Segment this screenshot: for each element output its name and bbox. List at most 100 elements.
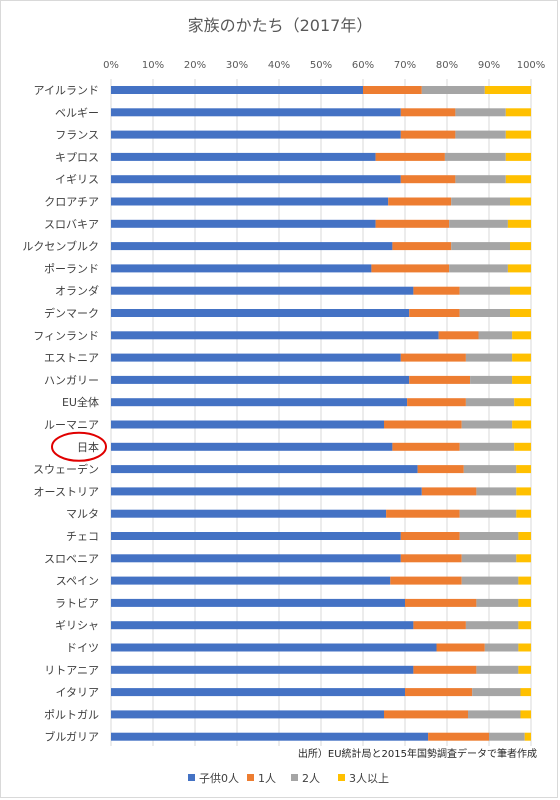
bar-segment xyxy=(111,598,405,607)
bar-segment xyxy=(514,442,531,451)
bar-segment xyxy=(518,665,531,674)
bar-segment xyxy=(417,465,464,474)
bar-segment xyxy=(413,286,460,295)
x-tick-label: 50% xyxy=(310,60,332,71)
bar-segment xyxy=(405,598,477,607)
bar-segment xyxy=(465,621,519,630)
bar-segment xyxy=(518,532,531,540)
bar-segment xyxy=(111,219,376,228)
category-label: ルクセンブルク xyxy=(22,239,99,253)
category-label: オランダ xyxy=(55,284,99,298)
grid-lines xyxy=(110,79,532,746)
bar-segment xyxy=(436,643,485,652)
bar-segment xyxy=(518,643,531,652)
bar-segment xyxy=(463,465,517,474)
bar-segment xyxy=(459,509,517,518)
bar-segment xyxy=(505,130,531,139)
x-tick-label: 90% xyxy=(478,60,500,71)
bar-segment xyxy=(400,353,466,362)
bar-segment xyxy=(518,576,531,585)
bar-segment xyxy=(111,197,389,206)
bar-segment xyxy=(451,197,510,206)
bar-segment xyxy=(476,665,519,674)
category-label: EU全体 xyxy=(62,395,99,409)
x-tick-label: 80% xyxy=(436,60,458,71)
bar-segment xyxy=(111,152,376,161)
bar-segment xyxy=(111,375,410,384)
bar-segment xyxy=(518,598,531,607)
category-label: 日本 xyxy=(77,440,99,454)
bar-segment xyxy=(516,509,531,518)
source-note: 出所）EU統計局と2015年国勢調査データで筆者作成 xyxy=(298,747,537,760)
bar-segment xyxy=(111,242,393,251)
bar-segment xyxy=(516,465,531,474)
bar-segment xyxy=(400,108,456,117)
bar-segment xyxy=(111,86,363,94)
bar-segment xyxy=(524,732,531,741)
legend-label: 1人 xyxy=(258,772,276,785)
bar-segment xyxy=(520,710,531,719)
category-label: ドイツ xyxy=(66,642,99,655)
category-label: スロベニア xyxy=(44,552,99,565)
bar-segment xyxy=(510,197,531,206)
bar-segment xyxy=(400,175,456,184)
category-label: マルタ xyxy=(66,508,99,521)
category-labels: アイルランドベルギーフランスキプロスイギリスクロアチアスロバキアルクセンブルクポ… xyxy=(22,84,99,744)
bar-segment xyxy=(455,130,506,139)
bar-segment xyxy=(505,108,531,117)
bar-segment xyxy=(111,465,418,474)
bar-segment xyxy=(444,152,506,161)
bar-segment xyxy=(459,532,519,540)
bar-segment xyxy=(388,197,452,206)
category-label: チェコ xyxy=(66,530,99,543)
bar-segment xyxy=(390,576,462,585)
category-label: ハンガリー xyxy=(44,374,99,387)
category-label: クロアチア xyxy=(44,196,99,209)
bar-segment xyxy=(407,398,466,407)
category-label: エストニア xyxy=(44,352,99,365)
bar-segment xyxy=(111,710,384,719)
bar-segment xyxy=(111,442,393,451)
category-label: リトアニア xyxy=(44,664,99,677)
bar-segment xyxy=(363,86,422,94)
bar-segment xyxy=(111,487,422,496)
bar-segment xyxy=(375,152,445,161)
x-tick-label: 30% xyxy=(226,60,248,71)
bar-segment xyxy=(111,264,372,273)
bar-segment xyxy=(465,398,515,407)
bar-segment xyxy=(111,398,408,407)
bar-segment xyxy=(461,576,519,585)
bar-segment xyxy=(405,688,473,697)
bar-segment xyxy=(111,509,387,518)
category-label: イタリア xyxy=(55,686,99,699)
highlight-circle xyxy=(51,431,107,462)
category-label: ポーランド xyxy=(44,262,99,275)
bar-segment xyxy=(505,152,531,161)
bar-segment xyxy=(516,554,531,563)
bar-segment xyxy=(512,331,531,340)
category-label: ポルトガル xyxy=(44,708,99,721)
bar-segment xyxy=(451,242,510,251)
bar-segment xyxy=(400,554,462,563)
bar-segment xyxy=(512,420,531,429)
bar-segment xyxy=(470,375,513,384)
bar-segment xyxy=(459,442,515,451)
bar-segment xyxy=(459,309,510,317)
bar-segment xyxy=(478,331,513,340)
bar-segment xyxy=(384,710,468,719)
category-label: キプロス xyxy=(55,151,99,164)
x-tick-label: 10% xyxy=(142,60,164,71)
bar-segment xyxy=(111,175,401,184)
bar-segment xyxy=(111,532,401,540)
bar-segment xyxy=(400,130,456,139)
legend-label: 2人 xyxy=(302,772,320,785)
bar-segment xyxy=(400,532,460,540)
bar-segment xyxy=(375,219,450,228)
chart-title: 家族のかたち（2017年） xyxy=(188,16,373,35)
x-axis-ticks: 0% 10% 20% 30% 40% 50% 60% 70% 80% 90% 100% xyxy=(103,60,545,71)
category-label: アイルランド xyxy=(34,84,99,97)
bar-segment xyxy=(111,554,401,563)
legend-swatch xyxy=(291,774,298,781)
category-label: ギリシャ xyxy=(55,619,99,632)
